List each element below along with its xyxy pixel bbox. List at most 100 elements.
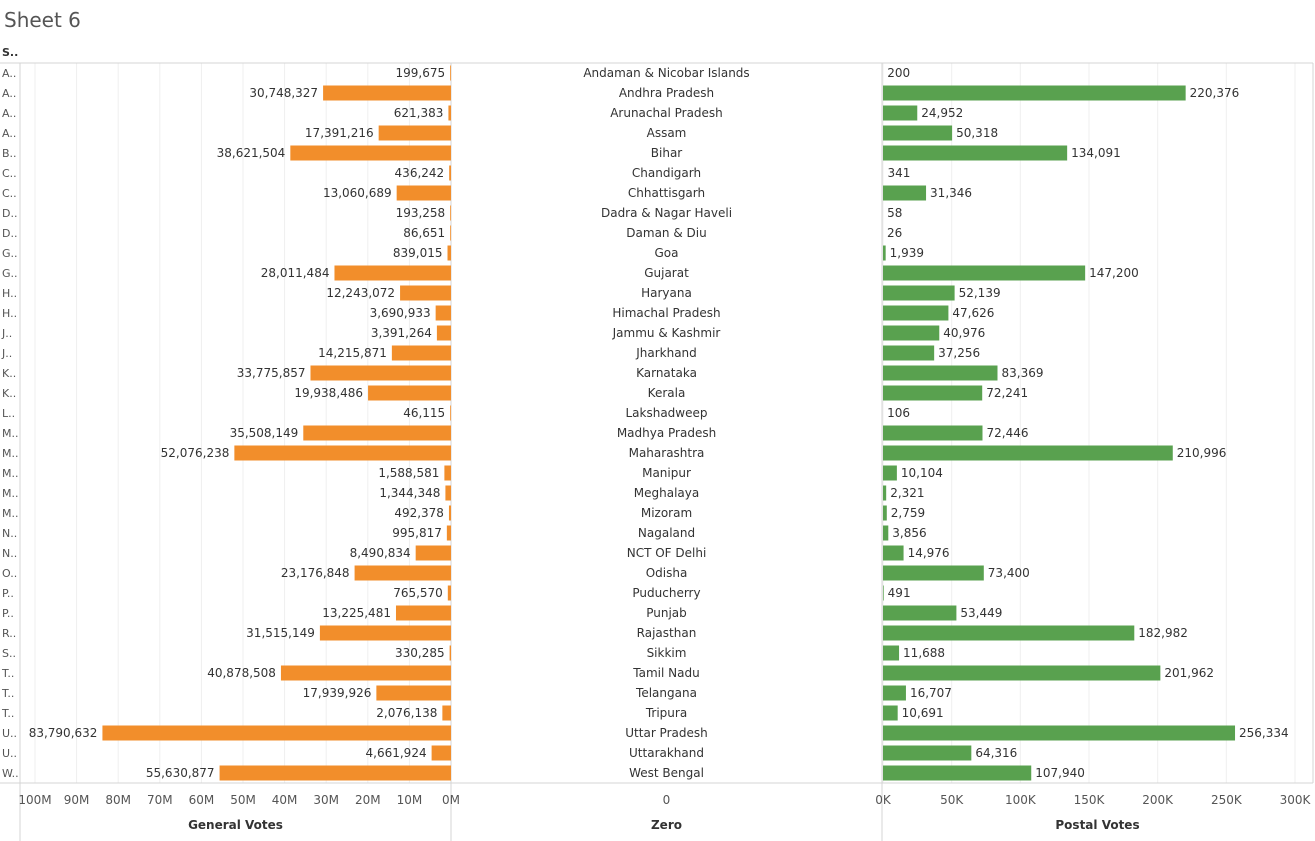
postal-votes-label: 40,976 [943, 326, 985, 340]
general-votes-bar[interactable] [448, 505, 451, 521]
general-votes-bar[interactable] [280, 665, 451, 681]
state-name: Uttar Pradesh [625, 726, 707, 740]
general-votes-bar[interactable] [334, 265, 451, 281]
postal-votes-bar[interactable] [883, 325, 940, 341]
postal-votes-bar[interactable] [883, 125, 953, 141]
general-votes-bar[interactable] [442, 705, 451, 721]
postal-votes-bar[interactable] [883, 745, 972, 761]
general-votes-bar[interactable] [391, 345, 451, 361]
postal-votes-bar[interactable] [883, 485, 887, 501]
postal-votes-bar[interactable] [883, 585, 884, 601]
row-abbreviation: A.. [2, 87, 16, 100]
postal-votes-bar[interactable] [883, 185, 927, 201]
postal-votes-bar[interactable] [883, 365, 998, 381]
general-votes-bar[interactable] [435, 305, 451, 321]
postal-votes-bar[interactable] [883, 305, 949, 321]
general-votes-bar[interactable] [444, 465, 451, 481]
postal-votes-bar[interactable] [883, 645, 900, 661]
state-name: Chhattisgarh [628, 186, 705, 200]
postal-votes-bar[interactable] [883, 565, 984, 581]
general-votes-label: 33,775,857 [237, 366, 306, 380]
general-votes-bar[interactable] [449, 165, 451, 181]
postal-votes-bar[interactable] [883, 385, 983, 401]
general-axis-tick: 0M [442, 793, 460, 807]
postal-votes-label: 73,400 [988, 566, 1030, 580]
postal-votes-bar[interactable] [883, 605, 957, 621]
postal-votes-label: 24,952 [921, 106, 963, 120]
postal-votes-bar[interactable] [883, 265, 1086, 281]
general-votes-bar[interactable] [436, 325, 451, 341]
general-votes-bar[interactable] [376, 685, 451, 701]
general-votes-bar[interactable] [450, 205, 451, 221]
general-votes-bar[interactable] [219, 765, 451, 781]
general-votes-bar[interactable] [449, 645, 451, 661]
postal-votes-bar[interactable] [883, 425, 983, 441]
general-votes-label: 35,508,149 [230, 426, 299, 440]
general-votes-bar[interactable] [102, 725, 451, 741]
general-votes-bar[interactable] [450, 225, 451, 241]
general-votes-bar[interactable] [234, 445, 451, 461]
general-votes-label: 31,515,149 [246, 626, 315, 640]
postal-votes-bar[interactable] [883, 85, 1186, 101]
general-votes-bar[interactable] [290, 145, 451, 161]
general-votes-bar[interactable] [447, 585, 451, 601]
general-votes-label: 492,378 [394, 506, 444, 520]
general-votes-bar[interactable] [400, 285, 451, 301]
general-votes-bar[interactable] [396, 185, 451, 201]
postal-axis-tick: 100K [1005, 793, 1037, 807]
general-axis-tick: 90M [64, 793, 90, 807]
row-abbreviation: T.. [1, 687, 14, 700]
general-votes-bar[interactable] [303, 425, 451, 441]
row-abbreviation: D.. [2, 227, 17, 240]
general-votes-bar[interactable] [354, 565, 451, 581]
general-votes-label: 46,115 [403, 406, 445, 420]
postal-votes-bar[interactable] [883, 445, 1173, 461]
general-votes-bar[interactable] [310, 365, 451, 381]
postal-votes-bar[interactable] [883, 725, 1236, 741]
general-votes-label: 193,258 [396, 206, 446, 220]
general-votes-label: 38,621,504 [217, 146, 286, 160]
general-votes-bar[interactable] [447, 245, 451, 261]
general-votes-bar[interactable] [448, 105, 451, 121]
general-votes-label: 13,060,689 [323, 186, 392, 200]
general-votes-label: 28,011,484 [261, 266, 330, 280]
general-votes-label: 2,076,138 [376, 706, 437, 720]
general-votes-bar[interactable] [446, 525, 451, 541]
postal-votes-bar[interactable] [883, 665, 1161, 681]
postal-votes-bar[interactable] [883, 685, 906, 701]
general-votes-bar[interactable] [395, 605, 451, 621]
postal-votes-label: 182,982 [1138, 626, 1188, 640]
postal-votes-bar[interactable] [883, 465, 897, 481]
postal-votes-label: 10,691 [902, 706, 944, 720]
general-votes-label: 12,243,072 [326, 286, 395, 300]
general-votes-bar[interactable] [450, 65, 451, 81]
postal-votes-bar[interactable] [883, 705, 898, 721]
general-axis-tick: 40M [272, 793, 298, 807]
postal-axis-tick: 0K [875, 793, 892, 807]
state-name: Telangana [635, 686, 697, 700]
postal-votes-bar[interactable] [883, 525, 889, 541]
postal-votes-bar[interactable] [883, 145, 1068, 161]
general-votes-bar[interactable] [323, 85, 451, 101]
row-abbreviation: S.. [2, 647, 16, 660]
row-abbreviation: P.. [2, 607, 14, 620]
postal-votes-bar[interactable] [883, 625, 1135, 641]
postal-votes-label: 37,256 [938, 346, 980, 360]
general-votes-label: 995,817 [392, 526, 442, 540]
row-abbreviation: P.. [2, 587, 14, 600]
postal-votes-bar[interactable] [883, 505, 887, 521]
postal-votes-bar[interactable] [883, 245, 886, 261]
general-votes-bar[interactable] [368, 385, 451, 401]
general-votes-bar[interactable] [431, 745, 451, 761]
general-votes-bar[interactable] [319, 625, 451, 641]
general-votes-bar[interactable] [450, 405, 451, 421]
postal-votes-bar[interactable] [883, 285, 955, 301]
general-votes-bar[interactable] [415, 545, 451, 561]
postal-votes-bar[interactable] [883, 345, 935, 361]
postal-votes-bar[interactable] [883, 105, 918, 121]
postal-votes-bar[interactable] [883, 765, 1032, 781]
postal-votes-bar[interactable] [883, 545, 904, 561]
general-votes-bar[interactable] [445, 485, 451, 501]
general-votes-bar[interactable] [378, 125, 451, 141]
general-votes-label: 13,225,481 [322, 606, 391, 620]
